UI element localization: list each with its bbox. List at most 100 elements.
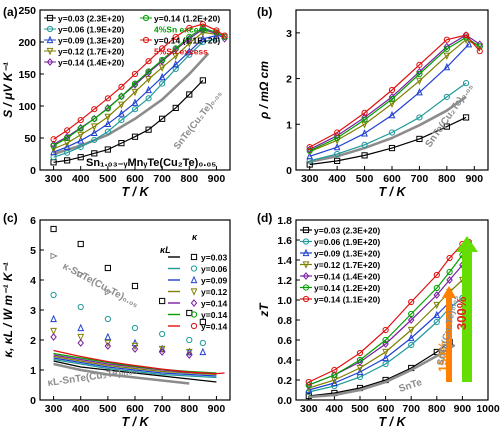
- data-point: [64, 157, 71, 164]
- data-point: [361, 152, 368, 159]
- data-point: [443, 123, 450, 130]
- legend-marker: [190, 322, 198, 330]
- legend-marker: [190, 288, 198, 296]
- legend-label: y=0.03 (2.3E+20): [314, 226, 380, 236]
- legend-marker: [190, 253, 198, 261]
- data-point: [131, 282, 139, 290]
- data-point: [361, 113, 368, 122]
- data-point: [104, 119, 112, 128]
- legend-label: y=0.14 (1.1E+20): [154, 36, 220, 46]
- data-point: [199, 34, 207, 42]
- data-point: [131, 70, 139, 78]
- y-tick-label: 1.2: [277, 275, 292, 287]
- data-point: [64, 149, 71, 156]
- data-point: [382, 348, 389, 357]
- legend-label: y=0.12 (1.7E+20): [314, 260, 380, 270]
- data-point: [443, 36, 450, 43]
- data-point: [186, 24, 193, 32]
- data-point: [407, 333, 415, 342]
- data-point: [159, 56, 166, 64]
- y-tick-label: 1.6: [277, 235, 292, 247]
- legend-label: 4%Sn excess: [154, 25, 208, 35]
- series-line: [309, 43, 470, 157]
- x-axis-label: T / K: [121, 415, 149, 429]
- data-point: [416, 70, 423, 78]
- annotation: 300%: [454, 296, 469, 330]
- legend-label: y=0.14 (1.4E+20): [58, 58, 124, 68]
- data-point: [213, 27, 220, 34]
- y-tick-label: 50: [24, 133, 36, 145]
- legend-header: κL: [160, 245, 171, 255]
- increase-arrow-300: [456, 236, 478, 382]
- data-point: [63, 142, 71, 151]
- x-tick-label: 700: [411, 173, 429, 185]
- annotation: κL-SnTe(Cu₂Te)₀.₀₅: [47, 365, 139, 389]
- data-point: [118, 140, 125, 147]
- data-point: [382, 360, 389, 368]
- x-tick-label: 400: [326, 403, 344, 415]
- data-point: [131, 106, 139, 113]
- data-point: [118, 109, 125, 117]
- legend-label: 5%Sn excess: [154, 47, 208, 57]
- data-point: [104, 288, 113, 296]
- data-point: [433, 318, 440, 326]
- data-point: [77, 303, 84, 311]
- data-point: [361, 129, 368, 137]
- data-point: [186, 91, 193, 98]
- data-point: [50, 252, 58, 260]
- y-tick-label: 1.8: [277, 215, 292, 227]
- data-point: [388, 92, 396, 101]
- legend-marker: [302, 248, 310, 257]
- data-point: [443, 45, 450, 52]
- data-point: [172, 45, 179, 52]
- data-point: [306, 157, 313, 164]
- legend-marker: [302, 284, 310, 291]
- data-point: [388, 96, 396, 103]
- chart-panel-3: (d) 300 400 500 600 700 800 900 1000 0.0 0.2 0.4 0.6…: [257, 211, 500, 429]
- y-tick-label: 0.0: [277, 395, 292, 407]
- legend-label: y=0.09 (1.3E+20): [58, 36, 124, 46]
- chart-panel-1: (b) 300 400 500 600 700 800 900 0 1 2 3 T / K ρ / mΩ …: [257, 5, 489, 199]
- y-tick-label: 0.8: [277, 315, 292, 327]
- data-point: [433, 301, 441, 310]
- legend-label: y=0.03 (2.3E+20): [58, 14, 124, 24]
- data-point: [199, 77, 206, 84]
- y-axis-label: zT: [257, 302, 271, 318]
- data-point: [64, 127, 71, 134]
- data-point: [305, 381, 312, 389]
- data-point: [334, 150, 341, 158]
- y-tick-label: 5: [30, 245, 36, 257]
- data-point: [356, 349, 364, 357]
- data-point: [131, 88, 139, 97]
- data-point: [388, 100, 396, 109]
- data-point: [361, 121, 368, 129]
- data-point: [145, 95, 152, 102]
- x-tick-label: 500: [99, 403, 117, 415]
- data-point: [145, 68, 152, 75]
- series-line: [309, 82, 467, 162]
- data-point: [221, 32, 228, 39]
- data-point: [118, 116, 125, 124]
- x-tick-label: 400: [72, 403, 90, 415]
- legend-marker: [190, 299, 198, 307]
- data-point: [476, 43, 483, 50]
- data-point: [306, 151, 314, 160]
- chart-panel-0: (a) 300 400 500 600 700 800 900 0 50 100 150 200 250 T…: [1, 5, 231, 199]
- data-point: [158, 57, 166, 66]
- data-point: [433, 271, 440, 279]
- legend-label: y=0.12: [201, 287, 228, 297]
- x-tick-label: 900: [466, 173, 484, 185]
- series-line: [53, 52, 210, 156]
- x-tick-label: 300: [45, 173, 63, 185]
- data-point: [104, 113, 112, 122]
- panel-label: (d): [257, 211, 272, 225]
- data-point: [158, 348, 166, 356]
- data-point: [388, 86, 396, 94]
- x-tick-label: 900: [208, 173, 226, 185]
- legend-marker: [190, 311, 198, 318]
- data-point: [91, 150, 98, 157]
- data-point: [306, 161, 313, 168]
- legend-marker: [46, 14, 54, 22]
- data-point: [356, 356, 364, 364]
- series-line: [308, 241, 469, 383]
